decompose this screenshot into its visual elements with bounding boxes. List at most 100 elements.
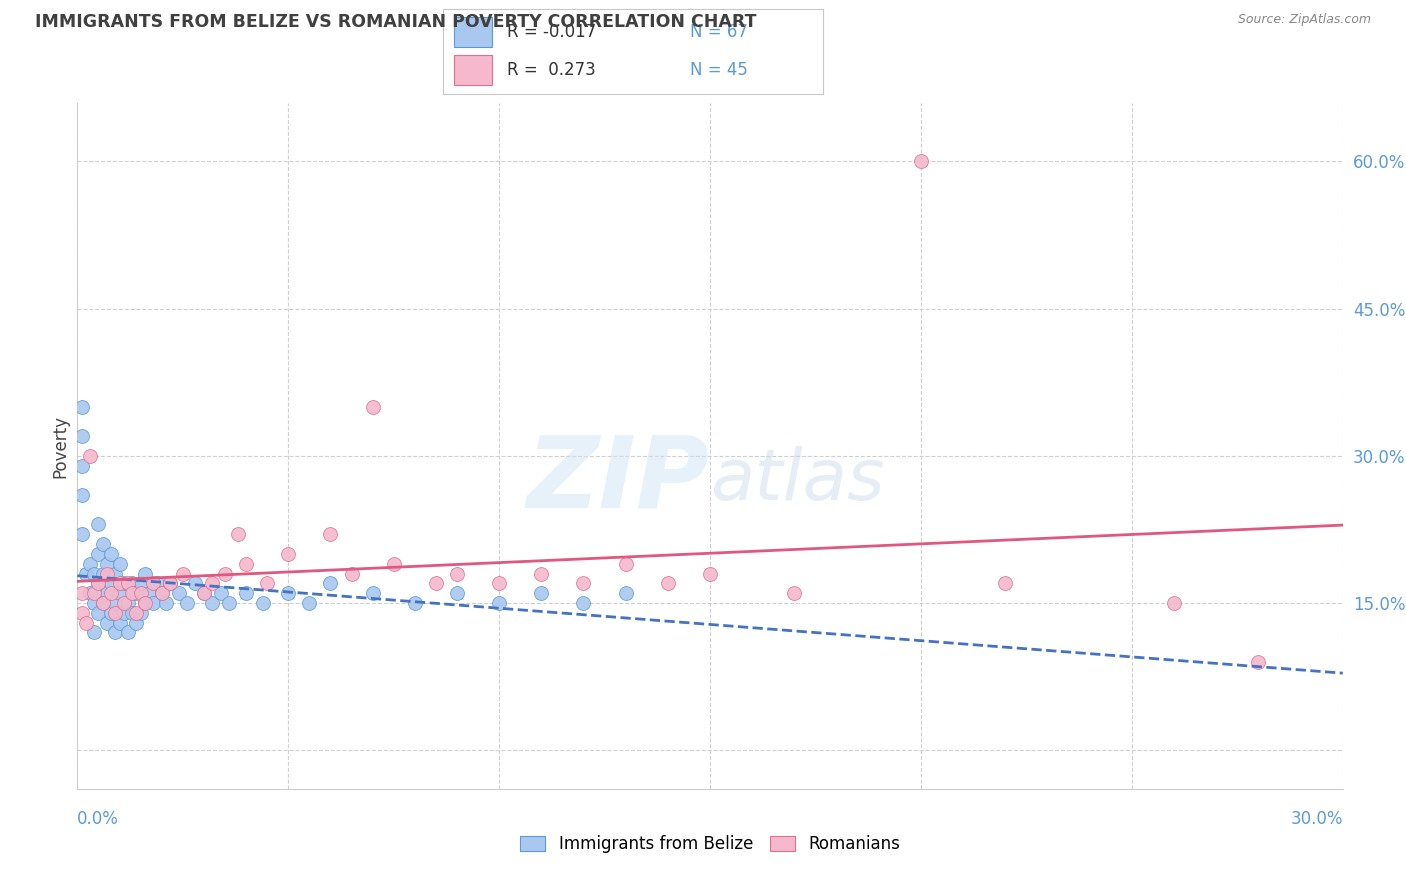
Point bbox=[91, 596, 114, 610]
Point bbox=[112, 606, 135, 620]
Point bbox=[382, 557, 405, 571]
Point bbox=[488, 596, 510, 610]
Point bbox=[201, 596, 224, 610]
Point bbox=[117, 625, 139, 640]
Point bbox=[125, 606, 148, 620]
Point bbox=[104, 625, 127, 640]
Text: 30.0%: 30.0% bbox=[1291, 810, 1343, 828]
Point bbox=[70, 586, 93, 600]
Point bbox=[256, 576, 278, 591]
FancyBboxPatch shape bbox=[454, 17, 492, 47]
Point bbox=[184, 576, 207, 591]
Point bbox=[70, 606, 93, 620]
Point bbox=[87, 547, 110, 561]
Point bbox=[96, 557, 118, 571]
Point bbox=[87, 576, 110, 591]
Point bbox=[226, 527, 249, 541]
Point bbox=[614, 557, 637, 571]
Point bbox=[75, 566, 97, 581]
Point bbox=[910, 154, 932, 169]
Point bbox=[530, 586, 553, 600]
Point bbox=[121, 576, 143, 591]
Point bbox=[218, 596, 240, 610]
Point bbox=[1247, 655, 1270, 669]
Point bbox=[79, 557, 101, 571]
Point bbox=[159, 576, 181, 591]
Point bbox=[530, 566, 553, 581]
Point bbox=[117, 576, 139, 591]
Point bbox=[91, 537, 114, 551]
Point bbox=[108, 586, 131, 600]
Point bbox=[340, 566, 363, 581]
Point bbox=[193, 586, 215, 600]
Point bbox=[783, 586, 806, 600]
Point bbox=[193, 586, 215, 600]
Point bbox=[87, 606, 110, 620]
Point bbox=[214, 566, 236, 581]
Point bbox=[657, 576, 679, 591]
Point bbox=[1163, 596, 1185, 610]
Point bbox=[252, 596, 274, 610]
Point bbox=[70, 458, 93, 473]
Point bbox=[319, 576, 342, 591]
FancyBboxPatch shape bbox=[454, 54, 492, 85]
Point bbox=[235, 586, 257, 600]
Point bbox=[125, 586, 148, 600]
Text: R =  0.273: R = 0.273 bbox=[508, 61, 596, 78]
Point bbox=[155, 596, 177, 610]
Point bbox=[614, 586, 637, 600]
Point bbox=[117, 596, 139, 610]
Text: N = 45: N = 45 bbox=[690, 61, 748, 78]
Point bbox=[277, 547, 299, 561]
Text: R = -0.017: R = -0.017 bbox=[508, 23, 596, 41]
Point bbox=[134, 596, 156, 610]
Point bbox=[83, 596, 105, 610]
Point bbox=[404, 596, 426, 610]
Text: IMMIGRANTS FROM BELIZE VS ROMANIAN POVERTY CORRELATION CHART: IMMIGRANTS FROM BELIZE VS ROMANIAN POVER… bbox=[35, 13, 756, 31]
Point bbox=[994, 576, 1017, 591]
Point bbox=[446, 586, 468, 600]
Point bbox=[572, 576, 595, 591]
Point bbox=[488, 576, 510, 591]
Point bbox=[104, 606, 127, 620]
Point bbox=[142, 596, 165, 610]
Point bbox=[146, 576, 169, 591]
Point bbox=[121, 586, 143, 600]
Text: atlas: atlas bbox=[710, 446, 884, 515]
Point bbox=[75, 615, 97, 630]
Legend: Immigrants from Belize, Romanians: Immigrants from Belize, Romanians bbox=[513, 829, 907, 860]
Point bbox=[167, 586, 190, 600]
Point bbox=[129, 586, 152, 600]
Point bbox=[142, 576, 165, 591]
Point bbox=[129, 606, 152, 620]
Y-axis label: Poverty: Poverty bbox=[51, 415, 69, 477]
Point bbox=[201, 576, 224, 591]
Point bbox=[129, 576, 152, 591]
Point bbox=[96, 615, 118, 630]
Point bbox=[83, 586, 105, 600]
Point bbox=[319, 527, 342, 541]
Point bbox=[446, 566, 468, 581]
Point bbox=[100, 576, 122, 591]
Point bbox=[96, 566, 118, 581]
Point bbox=[425, 576, 447, 591]
Point bbox=[150, 586, 173, 600]
Point bbox=[108, 557, 131, 571]
Point bbox=[138, 586, 160, 600]
Point bbox=[572, 596, 595, 610]
Point bbox=[112, 596, 135, 610]
Point bbox=[100, 606, 122, 620]
Text: ZIP: ZIP bbox=[527, 432, 710, 529]
Point bbox=[209, 586, 232, 600]
Point bbox=[176, 596, 198, 610]
Point bbox=[100, 586, 122, 600]
Text: 0.0%: 0.0% bbox=[77, 810, 120, 828]
Text: N = 67: N = 67 bbox=[690, 23, 748, 41]
Point bbox=[125, 615, 148, 630]
Point bbox=[79, 449, 101, 463]
Point bbox=[108, 615, 131, 630]
Point bbox=[108, 576, 131, 591]
Point bbox=[70, 527, 93, 541]
Point bbox=[150, 586, 173, 600]
Point bbox=[70, 400, 93, 414]
